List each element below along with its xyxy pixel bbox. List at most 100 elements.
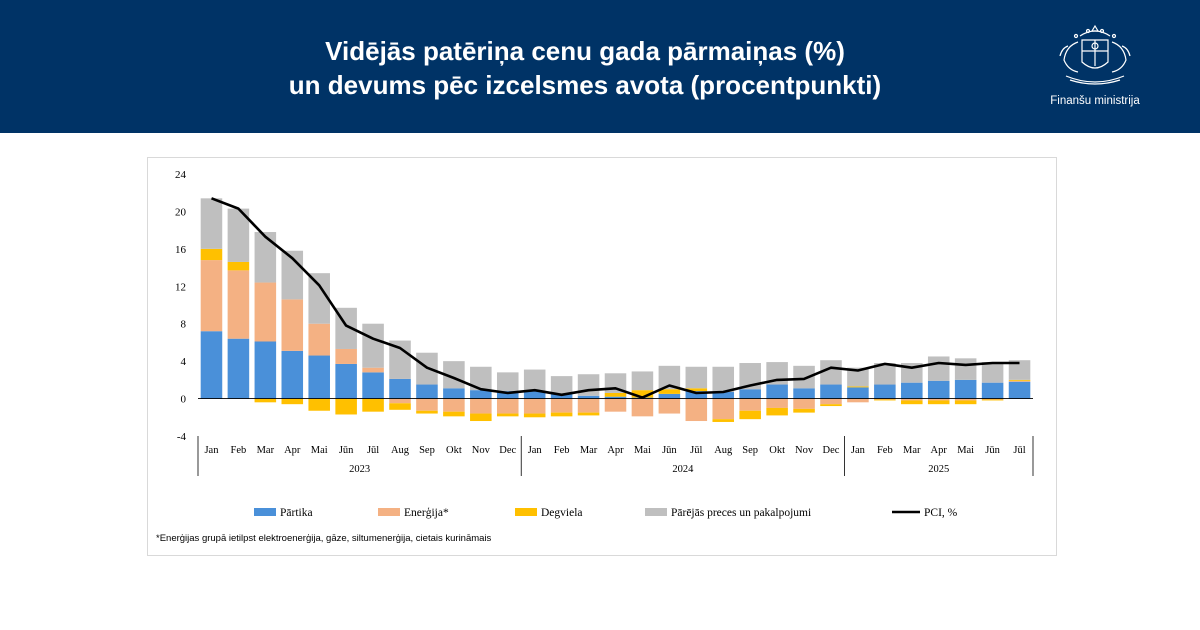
x-tick-label: Aug [391, 445, 410, 456]
bar-segment [874, 399, 896, 401]
bar-segment [793, 388, 815, 399]
bar-segment [874, 384, 896, 399]
bar-segment [227, 208, 250, 262]
bar-segment [927, 400, 950, 405]
x-tick-label: Jan [204, 445, 219, 456]
bar-segment [443, 398, 465, 412]
bar-segment [685, 366, 708, 389]
bar-segment [685, 391, 708, 399]
bar-segment [1008, 381, 1031, 399]
bar-segment [954, 358, 977, 380]
bar-segment [820, 384, 842, 399]
x-tick-label: Jūn [339, 445, 354, 456]
bar-segment [820, 360, 842, 385]
bar-segment [227, 270, 250, 339]
bar-segment [927, 380, 950, 399]
x-tick-label: Aug [714, 445, 733, 456]
chart-container: -4 0 4 8 12 16 20 24 Jan Feb Mar Apr Mai Jūn Jūl Aug Se… [147, 157, 1057, 556]
x-tick-label: Feb [231, 445, 247, 456]
bar-segment [470, 390, 492, 399]
bar-segment [739, 363, 761, 390]
year-label: 2023 [349, 464, 370, 475]
x-tick-label: Mai [957, 445, 974, 456]
legend-label: Pārtika [280, 507, 313, 519]
bar-segment [416, 410, 438, 414]
x-tick-label: Jūl [367, 445, 379, 456]
bar-segment [200, 260, 223, 332]
bar-segment [954, 379, 977, 399]
bar-segment [308, 323, 330, 356]
bar-segment [874, 398, 896, 400]
x-tick-label: Apr [607, 445, 624, 456]
bar-segment [362, 398, 384, 412]
bar-segment [389, 403, 411, 410]
legend-label: Enerģija* [404, 507, 449, 519]
year-label: 2025 [928, 464, 949, 475]
x-tick-label: Mai [311, 445, 328, 456]
bar-segment [308, 355, 330, 399]
y-tick-label: 20 [175, 206, 187, 218]
bar-segment [308, 398, 330, 411]
bar-segment [631, 398, 654, 417]
bar-segment [416, 384, 438, 399]
bar-segment [254, 341, 277, 399]
bar-segment [981, 382, 1004, 399]
bar-segment [523, 398, 546, 414]
bar-segment [470, 413, 492, 422]
footnote: *Enerģijas grupā ietilpst elektroenerģij… [156, 533, 492, 544]
bar-segment [281, 350, 304, 399]
bar-segment [577, 395, 600, 399]
bar-segment [550, 393, 573, 399]
bars-layer [198, 198, 1033, 422]
ministry-logo: Finanšu ministrija [1040, 22, 1150, 122]
x-tick-label: Apr [931, 445, 948, 456]
bar-segment [362, 372, 384, 399]
bar-segment [470, 366, 492, 391]
x-tick-label: Mar [580, 445, 598, 456]
bar-segment [362, 323, 384, 368]
x-tick-label: Mar [257, 445, 275, 456]
x-tick-label: Dec [499, 445, 516, 456]
x-axis: Jan Feb Mar Apr Mai Jūn Jūl Aug Sep Okt Nov Dec Jan F… [197, 436, 1034, 476]
y-tick-label: 0 [181, 394, 187, 406]
x-tick-label: Okt [446, 445, 462, 456]
bar-segment [658, 389, 681, 394]
bar-segment [496, 391, 519, 399]
bar-segment [308, 273, 330, 324]
bar-segment [550, 412, 573, 417]
bar-segment [954, 398, 977, 401]
bar-segment [389, 340, 411, 379]
x-tick-label: Jan [528, 445, 543, 456]
legend: Pārtika Enerģija* Degviela Pārējās preces u… [254, 507, 958, 519]
bar-segment [281, 398, 304, 405]
x-tick-label: Jan [851, 445, 866, 456]
x-tick-label: Jūn [662, 445, 677, 456]
bar-segment [658, 365, 681, 390]
bar-segment [820, 398, 842, 405]
bar-segment [335, 398, 357, 415]
header-banner: Vidējās patēriņa cenu gada pārmaiņas (%)… [0, 0, 1200, 133]
bar-segment [847, 398, 869, 403]
y-tick-label: -4 [177, 431, 187, 443]
x-tick-label: Nov [795, 445, 814, 456]
bar-segment [416, 398, 438, 411]
bar-segment [954, 400, 977, 405]
x-tick-label: Feb [554, 445, 570, 456]
bar-segment [577, 398, 600, 413]
bar-segment [901, 400, 923, 405]
bar-segment [200, 248, 223, 261]
bar-segment [981, 399, 1004, 401]
title-line-1: Vidējās patēriņa cenu gada pārmaiņas (%) [325, 36, 845, 66]
bar-segment [847, 387, 869, 399]
bar-segment [523, 391, 546, 399]
legend-swatch [515, 508, 537, 516]
bar-segment [793, 365, 815, 389]
y-tick-label: 24 [175, 169, 187, 181]
bar-segment [766, 384, 788, 399]
x-tick-label: Sep [742, 445, 758, 456]
bar-segment [496, 413, 519, 417]
bar-segment [658, 393, 681, 399]
bar-segment [712, 419, 735, 422]
bar-segment [362, 367, 384, 373]
bar-segment [847, 386, 869, 388]
